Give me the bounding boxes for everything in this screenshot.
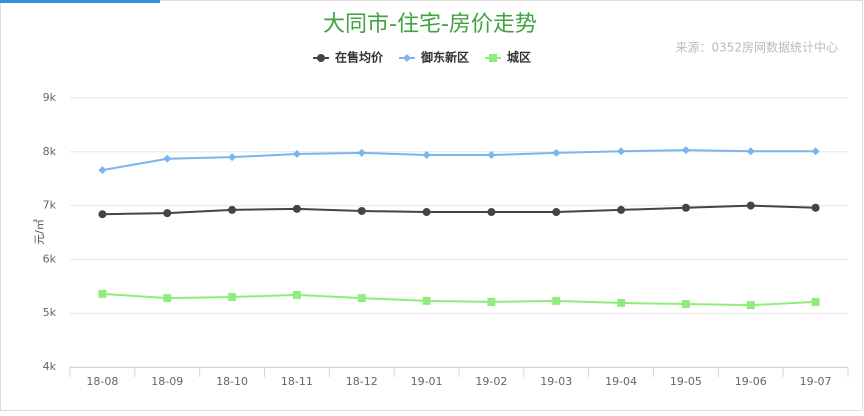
y-tick-label: 9k [43,91,57,104]
y-tick-label: 8k [43,145,57,158]
data-point [552,296,561,305]
data-point [811,203,820,212]
y-tick-label: 6k [43,252,57,265]
tab-highlight [0,0,160,3]
x-tick-label: 18-10 [216,375,248,388]
series-line [102,149,816,172]
data-point [552,208,561,217]
data-point [811,147,820,156]
data-point [357,206,366,215]
data-point [163,294,172,303]
x-tick-label: 19-05 [670,375,702,388]
data-point [357,294,366,303]
data-point [487,208,496,217]
y-tick-label: 5k [43,306,57,319]
data-point [422,208,431,217]
legend-marker [489,54,497,62]
x-tick-label: 18-09 [151,375,183,388]
x-tick-label: 19-03 [540,375,572,388]
legend-label: 在售均价 [335,50,384,65]
legend-label: 城区 [507,50,531,65]
data-point [617,298,626,307]
series-line [102,204,816,216]
y-tick-label: 7k [43,199,57,212]
legend-label: 御东新区 [420,50,469,65]
data-point [98,289,107,298]
chart-title: 大同市-住宅-房价走势 [323,12,537,37]
data-point [422,151,431,160]
data-point [163,154,172,163]
x-tick-label: 18-11 [281,375,313,388]
data-point [681,300,690,309]
data-point [292,149,301,158]
x-tick-label: 18-08 [86,375,118,388]
data-point [617,147,626,156]
data-point [681,203,690,212]
data-point [228,205,237,214]
data-point [98,210,107,219]
data-point [292,290,301,299]
data-point [746,147,755,156]
legend-marker [317,54,325,62]
data-point [292,204,301,213]
y-axis-label: 元/㎡ [33,219,46,245]
data-point [487,151,496,160]
x-tick-label: 19-01 [411,375,443,388]
y-tick-label: 4k [43,360,57,373]
data-point [681,146,690,155]
data-point [228,293,237,302]
x-tick-label: 18-12 [346,375,378,388]
data-point [163,209,172,218]
series-line [102,292,816,307]
data-point [487,297,496,306]
data-point [552,148,561,157]
x-tick-label: 19-02 [475,375,507,388]
x-tick-label: 19-07 [800,375,832,388]
data-point [422,296,431,305]
data-point [98,166,107,175]
source: 来源：0352房网数据统计中心 [675,40,838,55]
x-tick-label: 19-06 [735,375,767,388]
data-point [357,148,366,157]
data-point [746,201,755,210]
x-tick-label: 19-04 [605,375,637,388]
data-point [746,301,755,310]
legend-marker [403,54,411,62]
data-point [811,297,820,306]
data-point [617,205,626,214]
data-point [228,153,237,162]
